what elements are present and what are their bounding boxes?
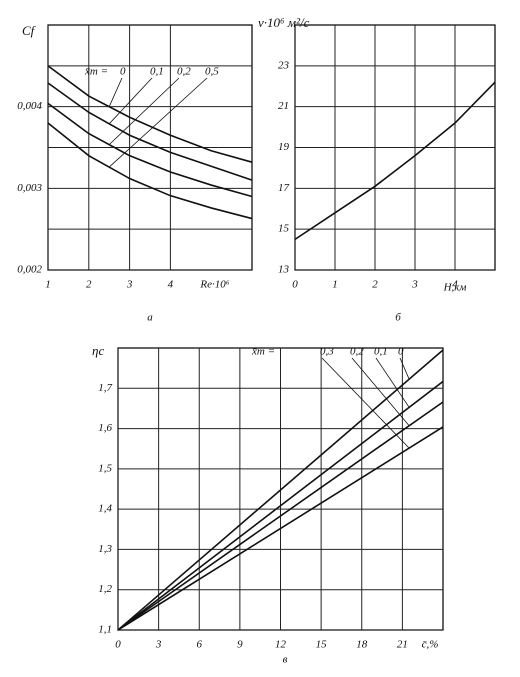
leader-line — [375, 357, 410, 408]
y-axis-label: ν·10⁶ м²/с — [258, 15, 310, 30]
x-axis-label: Re·10⁶ — [199, 279, 229, 291]
legend-label: 0 — [398, 346, 404, 358]
x-tick-label: 12 — [275, 639, 287, 651]
y-tick-label: 1,5 — [98, 462, 112, 474]
leader-line — [108, 77, 208, 168]
x-tick-label: 0 — [115, 639, 121, 651]
line-series — [117, 426, 444, 631]
y-tick-label: 1,4 — [98, 503, 112, 515]
line-series — [47, 102, 253, 198]
y-tick-label: 1,1 — [98, 624, 112, 636]
y-tick-label: 0,004 — [17, 100, 42, 112]
x-tick-label: 3 — [411, 279, 418, 291]
legend-label: 0,3 — [320, 346, 334, 358]
legend-label: 0,2 — [350, 346, 364, 358]
x-tick-label: 2 — [372, 279, 378, 291]
y-tick-label: 1,7 — [98, 382, 112, 394]
y-tick-label: 21 — [278, 100, 289, 112]
x-tick-label: 15 — [316, 639, 328, 651]
x-tick-label: 1 — [332, 279, 338, 291]
leader-line — [399, 357, 410, 380]
y-tick-label: 19 — [278, 141, 290, 153]
x-tick-label: 3 — [126, 279, 133, 291]
y-tick-label: 23 — [278, 59, 290, 71]
x-tick-label: 4 — [168, 279, 174, 291]
y-tick-label: 13 — [278, 264, 290, 276]
line-series — [117, 349, 444, 631]
legend-label: 0 — [120, 66, 126, 78]
caption: а — [147, 312, 153, 324]
x-tick-label: 0 — [292, 279, 298, 291]
legend-label: 0,2 — [177, 66, 191, 78]
x-tick-label: 4 — [452, 279, 458, 291]
line-series — [47, 65, 253, 163]
caption: б — [395, 312, 401, 324]
legend-label: 0,5 — [205, 66, 219, 78]
y-tick-label: 1,3 — [98, 543, 112, 555]
leader-line — [351, 357, 410, 426]
line-series — [294, 81, 496, 241]
leader-line — [108, 77, 153, 125]
annotation: x̄т = — [84, 66, 108, 78]
x-tick-label: 6 — [197, 639, 203, 651]
y-tick-label: 17 — [278, 182, 290, 194]
caption: в — [283, 654, 288, 666]
legend-label: 0,1 — [374, 346, 388, 358]
y-axis-label: ηc — [92, 343, 104, 358]
x-axis-label: c̄,% — [422, 639, 439, 651]
x-tick-label: 1 — [45, 279, 51, 291]
line-series — [117, 401, 444, 631]
leader-line — [321, 357, 410, 449]
x-tick-label: 18 — [356, 639, 368, 651]
x-axis-label: H,км — [443, 282, 467, 294]
y-axis-label: Cf — [22, 23, 37, 38]
line-series — [117, 380, 444, 631]
annotation: x̄т = — [251, 346, 275, 358]
x-tick-label: 2 — [86, 279, 92, 291]
leader-line — [108, 77, 123, 107]
leader-line — [108, 77, 180, 145]
y-tick-label: 1,6 — [98, 422, 112, 434]
line-series — [47, 122, 253, 220]
y-tick-label: 15 — [278, 223, 290, 235]
y-tick-label: 0,003 — [17, 182, 42, 194]
x-tick-label: 3 — [155, 639, 162, 651]
y-tick-label: 1,2 — [98, 583, 112, 595]
line-series — [47, 82, 253, 181]
y-tick-label: 0,002 — [17, 264, 42, 276]
x-tick-label: 9 — [237, 639, 243, 651]
x-tick-label: 21 — [397, 639, 408, 651]
legend-label: 0,1 — [150, 66, 164, 78]
